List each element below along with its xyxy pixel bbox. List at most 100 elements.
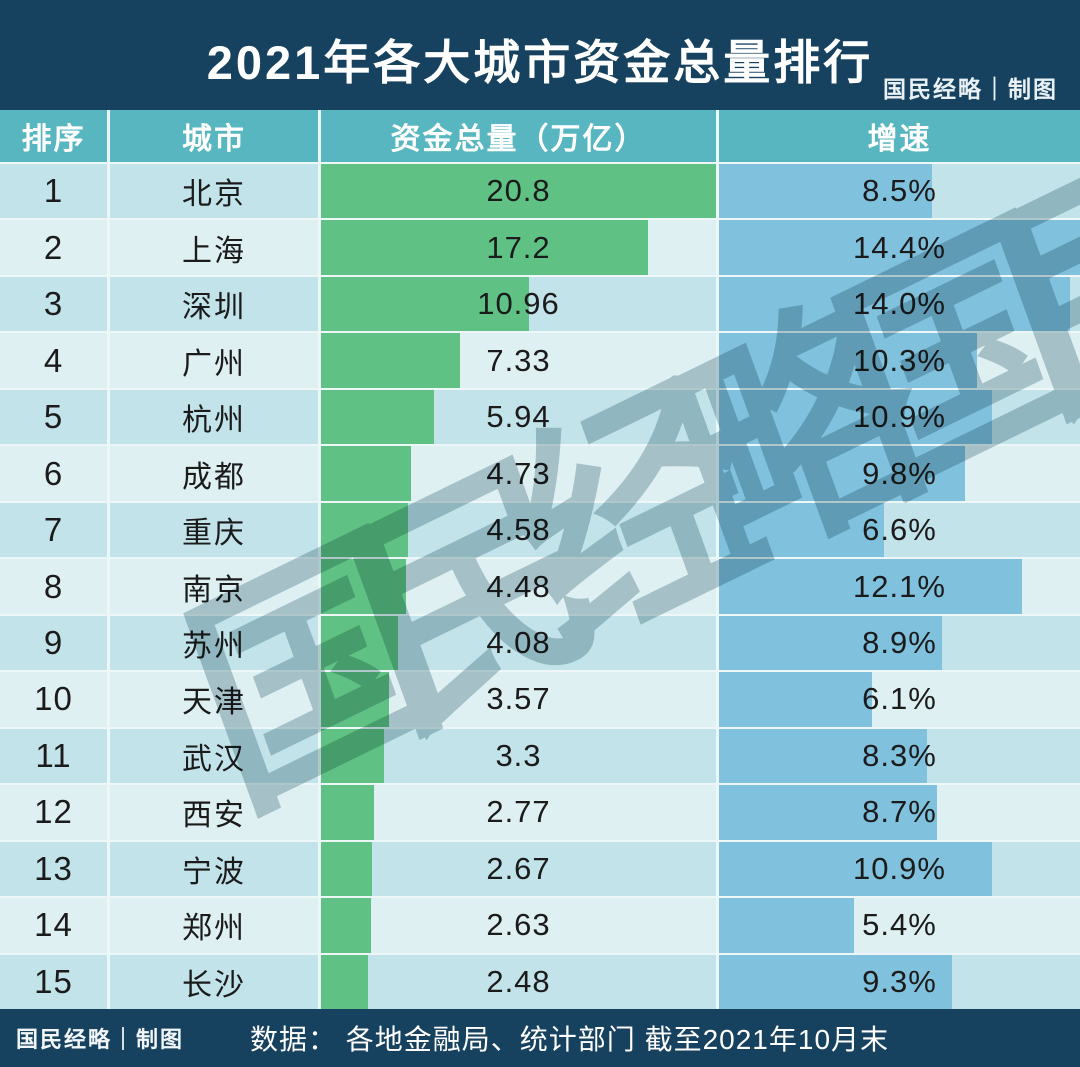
city-name: 宁波 — [182, 855, 246, 889]
footer-band: 国民经略｜制图 数据： 各地金融局、统计部门 截至2021年10月末 — [0, 1009, 1080, 1067]
city-name: 成都 — [182, 460, 246, 494]
rank-value: 2 — [43, 228, 64, 266]
growth-cell: 12.1% — [716, 559, 1080, 614]
rank-cell: 4 — [0, 333, 107, 388]
title-credit: 国民经略｜制图 — [883, 77, 1058, 102]
growth-cell: 6.6% — [716, 502, 1080, 558]
growth-bar — [719, 728, 928, 784]
amount-bar — [321, 672, 389, 727]
amount-cell: 2.77 — [318, 785, 716, 840]
growth-value: 10.9% — [853, 399, 946, 435]
amount-bar — [321, 728, 384, 784]
growth-value: 5.4% — [862, 907, 937, 943]
growth-cell: 5.4% — [716, 898, 1080, 953]
table-row: 4 广州 7.33 10.3% — [0, 333, 1080, 388]
table-row: 10 天津 3.57 6.1% — [0, 672, 1080, 727]
amount-bar — [321, 276, 530, 332]
amount-value: 10.96 — [477, 286, 560, 322]
rank-cell: 8 — [0, 559, 107, 614]
amount-bar — [321, 898, 371, 953]
city-name: 深圳 — [182, 291, 246, 325]
growth-bar — [719, 446, 965, 501]
growth-bar — [719, 276, 1070, 332]
header-label-amount: 资金总量（万亿） — [390, 123, 647, 156]
amount-cell: 2.67 — [318, 841, 716, 897]
growth-value: 9.3% — [862, 963, 937, 999]
amount-cell: 4.58 — [318, 502, 716, 558]
amount-value: 17.2 — [486, 229, 551, 265]
rank-value: 11 — [35, 736, 72, 774]
amount-value: 4.08 — [486, 624, 551, 660]
growth-value: 12.1% — [853, 568, 946, 604]
rank-cell: 7 — [0, 502, 107, 558]
rank-cell: 10 — [0, 672, 107, 727]
rank-value: 8 — [43, 567, 64, 605]
city-cell: 上海 — [107, 220, 318, 275]
growth-bar — [719, 559, 1023, 614]
growth-cell: 8.9% — [716, 615, 1080, 671]
amount-cell: 4.08 — [318, 615, 716, 671]
growth-value: 6.1% — [862, 681, 937, 717]
rank-cell: 12 — [0, 785, 107, 840]
table-row: 7 重庆 4.58 6.6% — [0, 502, 1080, 558]
amount-value: 2.48 — [486, 963, 551, 999]
rank-cell: 11 — [0, 728, 107, 784]
growth-cell: 10.9% — [716, 389, 1080, 445]
header-label-rank: 排序 — [21, 123, 86, 156]
amount-value: 4.58 — [486, 512, 551, 548]
rank-value: 15 — [34, 962, 73, 1000]
rank-cell: 2 — [0, 220, 107, 275]
growth-value: 10.3% — [853, 342, 946, 378]
amount-bar — [321, 502, 408, 558]
amount-bar — [321, 333, 461, 388]
growth-cell: 8.3% — [716, 728, 1080, 784]
city-cell: 天津 — [107, 672, 318, 727]
city-cell: 深圳 — [107, 276, 318, 332]
city-cell: 成都 — [107, 446, 318, 501]
growth-bar — [719, 333, 978, 388]
amount-value: 4.48 — [486, 568, 551, 604]
growth-bar — [719, 220, 1080, 275]
growth-bar — [719, 954, 953, 1010]
amount-value: 7.33 — [486, 342, 551, 378]
amount-cell: 4.48 — [318, 559, 716, 614]
footer-source: 数据： 各地金融局、统计部门 截至2021年10月末 — [250, 1024, 890, 1055]
rank-value: 3 — [43, 285, 64, 323]
growth-value: 9.8% — [862, 455, 937, 491]
rank-cell: 1 — [0, 164, 107, 219]
rank-value: 5 — [43, 398, 64, 436]
city-name: 苏州 — [182, 629, 246, 663]
city-cell: 重庆 — [107, 502, 318, 558]
table-row: 15 长沙 2.48 9.3% — [0, 954, 1080, 1010]
rank-value: 12 — [34, 793, 73, 831]
city-name: 重庆 — [182, 517, 246, 551]
amount-cell: 20.8 — [318, 164, 716, 219]
rank-cell: 13 — [0, 841, 107, 897]
amount-cell: 5.94 — [318, 389, 716, 445]
rank-value: 13 — [34, 849, 73, 887]
table-row: 2 上海 17.2 14.4% — [0, 220, 1080, 275]
rank-value: 10 — [34, 680, 73, 718]
rank-value: 14 — [34, 906, 73, 944]
amount-bar — [321, 615, 399, 671]
city-name: 长沙 — [182, 968, 246, 1002]
table-row: 1 北京 20.8 8.5% — [0, 164, 1080, 219]
growth-cell: 8.5% — [716, 164, 1080, 219]
amount-value: 2.77 — [486, 794, 551, 830]
amount-bar — [321, 220, 648, 275]
table-row: 5 杭州 5.94 10.9% — [0, 389, 1080, 445]
amount-cell: 10.96 — [318, 276, 716, 332]
table-header-row: 排序 城市 资金总量（万亿） 增速 — [0, 110, 1080, 162]
city-cell: 南京 — [107, 559, 318, 614]
ranking-table: 排序 城市 资金总量（万亿） 增速 1 北京 20.8 8.5% 2 上海 17.2 14.4… — [0, 110, 1080, 1010]
city-name: 杭州 — [182, 404, 246, 438]
amount-cell: 2.48 — [318, 954, 716, 1010]
header-cell-city: 城市 — [107, 110, 318, 162]
growth-cell: 14.4% — [716, 220, 1080, 275]
growth-bar — [719, 785, 938, 840]
city-cell: 北京 — [107, 164, 318, 219]
growth-value: 6.6% — [862, 512, 937, 548]
growth-value: 14.4% — [853, 229, 946, 265]
rank-value: 1 — [43, 172, 64, 210]
